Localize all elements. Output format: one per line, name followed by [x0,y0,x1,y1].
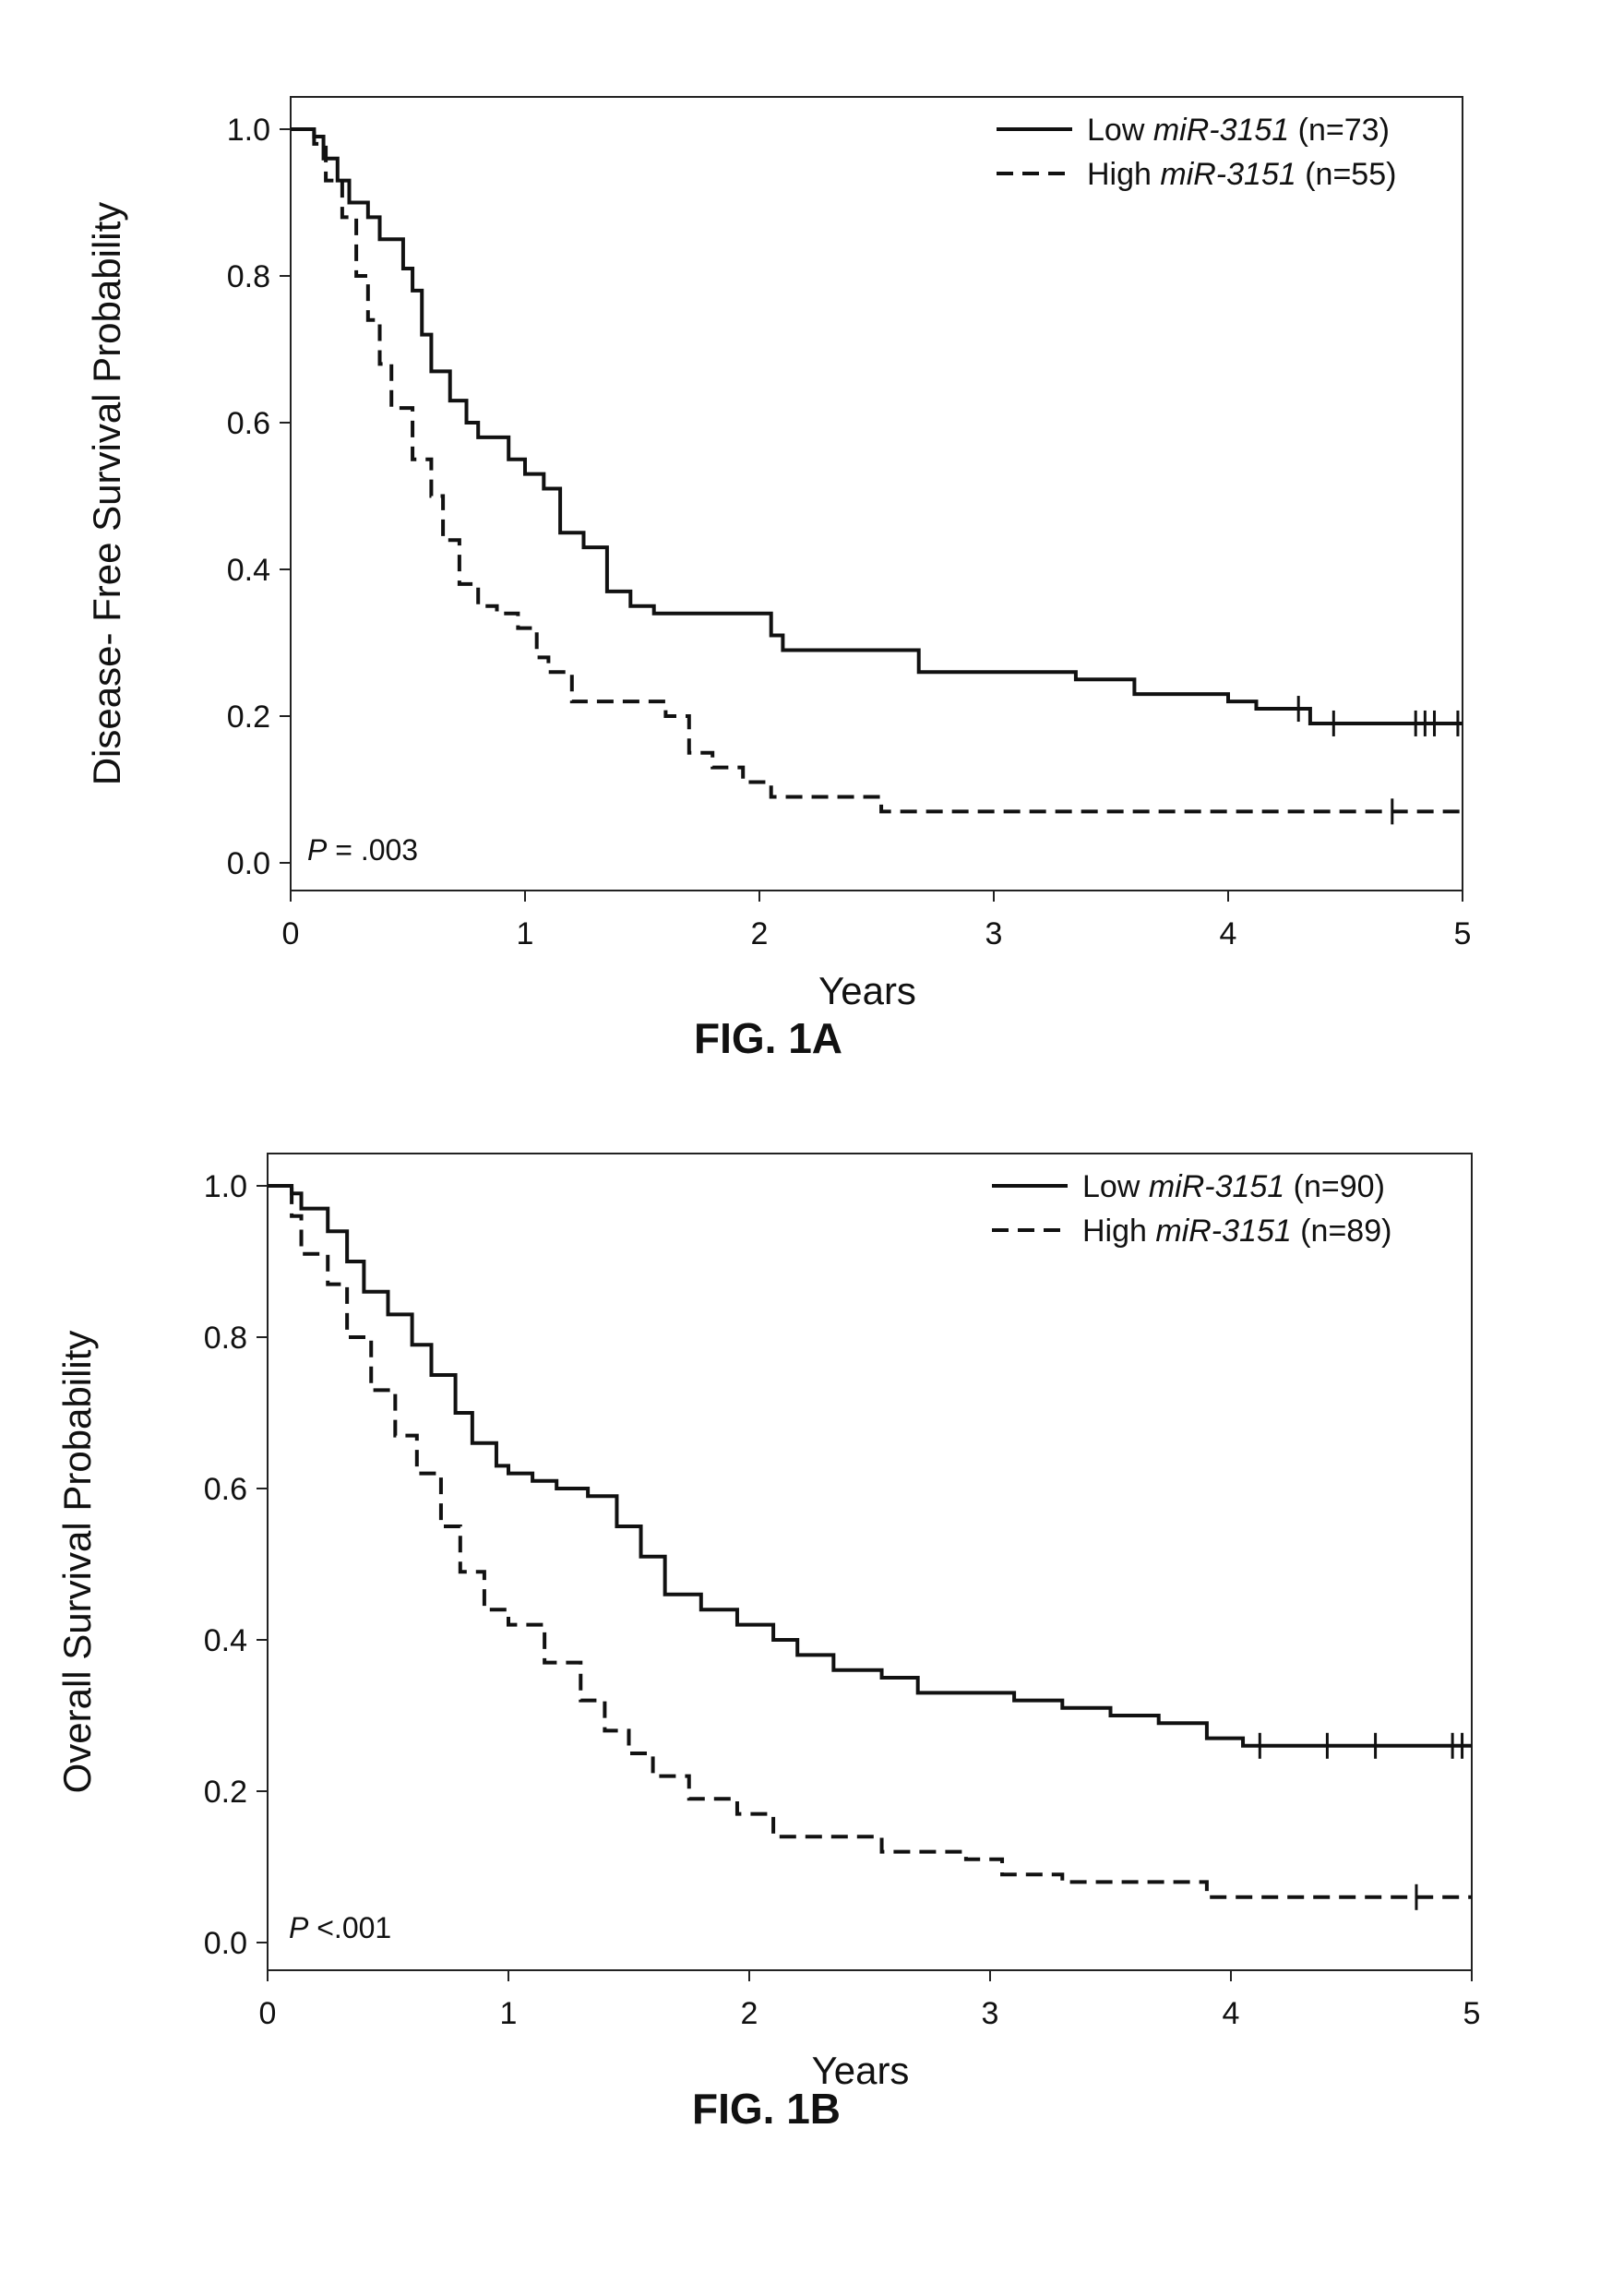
p-value-text: <.001 [308,1911,391,1944]
figure-label-1b: FIG. 1B [692,2084,841,2134]
legend-label-prefix: High [1087,157,1160,192]
figure-label-1a: FIG. 1A [694,1013,842,1063]
series-line-solid [291,129,1463,723]
x-tick-label: 3 [982,1996,999,2031]
x-tick-label: 2 [741,1996,758,2031]
x-tick-label: 2 [751,916,769,951]
y-tick-label: 0.2 [204,1775,247,1810]
chart-fig-1a: 0.0 0.2 0.4 0.6 0.8 1.0 0 1 2 3 4 5 Years Disease- Fr… [85,97,1471,1012]
legend-label-suffix: (n=90) [1284,1169,1385,1204]
plot-frame [268,1154,1472,1970]
x-tick-label: 0 [259,1996,277,2031]
x-axis-label: Years [818,969,916,1012]
legend-label-gene: miR-3151 [1149,1169,1284,1204]
legend-label-suffix: (n=89) [1292,1214,1392,1249]
y-tick-label: 0.4 [227,553,270,588]
p-value-letter: P [307,833,328,867]
y-tick-label: 0.8 [204,1321,247,1356]
y-axis-label: Disease- Free Survival Probability [85,202,128,786]
figure-canvas: 0.0 0.2 0.4 0.6 0.8 1.0 0 1 2 3 4 5 Years Disease- Fr… [0,0,1624,2272]
x-tick-label: 0 [282,916,300,951]
y-tick-label: 1.0 [204,1169,247,1204]
legend-label-suffix: (n=55) [1296,157,1397,192]
y-tick-label: 0.6 [227,406,270,441]
p-value-annotation: P = .003 [307,833,418,867]
legend-label-prefix: Low [1087,113,1153,148]
y-axis-label: Overall Survival Probability [55,1331,99,1794]
x-tick-label: 4 [1223,1996,1240,2031]
y-tick-label: 0.2 [227,700,270,735]
p-value-text: = .003 [327,833,418,867]
legend-label-prefix: High [1082,1214,1155,1249]
legend-label: High miR-3151 (n=89) [1082,1214,1391,1249]
legend-label: Low miR-3151 (n=73) [1087,113,1390,148]
series-line-solid [268,1186,1472,1746]
x-tick-label: 3 [985,916,1003,951]
x-tick-label: 1 [517,916,534,951]
y-tick-label: 0.0 [204,1926,247,1961]
plot-frame [291,97,1463,891]
y-tick-label: 0.4 [204,1623,247,1658]
legend-label-prefix: Low [1082,1169,1149,1204]
y-tick-label: 0.8 [227,259,270,294]
p-value-letter: P [289,1911,309,1944]
legend-label-gene: miR-3151 [1160,157,1296,192]
x-tick-label: 4 [1220,916,1237,951]
x-tick-label: 1 [500,1996,518,2031]
series-line-dashed [268,1186,1472,1897]
y-tick-label: 1.0 [227,113,270,148]
x-tick-label: 5 [1454,916,1472,951]
chart-fig-1b: 0.00.20.40.60.81.0012345YearsOverall Sur… [55,1154,1480,2092]
x-tick-label: 5 [1463,1996,1481,2031]
legend-label-gene: miR-3151 [1153,113,1289,148]
p-value-annotation: P <.001 [289,1911,391,1944]
legend-label: Low miR-3151 (n=90) [1082,1169,1385,1204]
legend-label: High miR-3151 (n=55) [1087,157,1396,192]
y-tick-label: 0.6 [204,1472,247,1507]
legend-label-suffix: (n=73) [1289,113,1390,148]
y-tick-label: 0.0 [227,846,270,881]
legend-label-gene: miR-3151 [1155,1214,1291,1249]
